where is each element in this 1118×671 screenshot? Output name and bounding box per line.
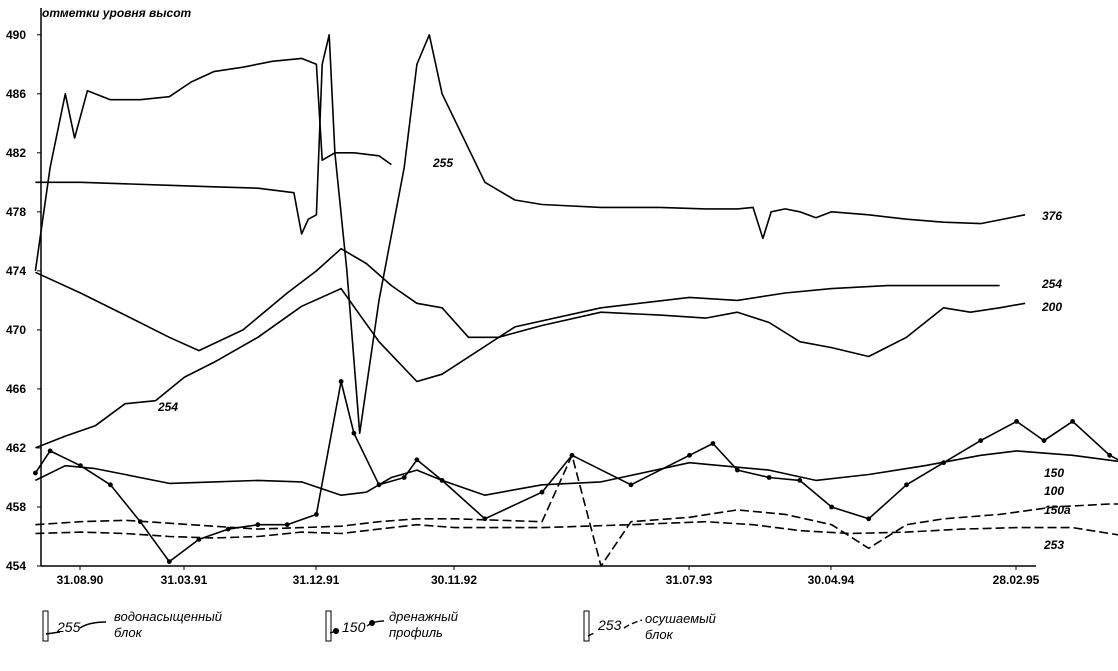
x-tick-label: 30.04.94	[808, 573, 855, 587]
series-point-150	[866, 516, 872, 522]
legend-text-253-line1: осушаемый	[645, 611, 716, 626]
legend-text-255-line2: блок	[114, 625, 143, 640]
y-tick-label: 486	[6, 87, 26, 101]
series-point-150	[166, 559, 172, 564]
legend-text-150-line1: дренажный	[389, 609, 458, 624]
series-tag-376: 376	[1042, 209, 1062, 223]
x-tick-label: 30.11.92	[431, 573, 477, 587]
series-line-150	[34, 380, 1118, 563]
series-point-150	[710, 441, 716, 446]
y-axis-ticks: 454 458 462 466 470 474 478 482 486 490	[6, 28, 41, 573]
y-tick-label: 478	[6, 205, 26, 219]
series-line-150а	[35, 454, 1118, 567]
x-tick-label: 31.08.90	[57, 573, 104, 587]
series-point-150	[904, 482, 909, 488]
y-tick-label: 474	[6, 264, 26, 278]
series-point-150	[1014, 419, 1019, 424]
series-point-150	[225, 526, 231, 532]
x-tick-label: 28.02.95	[993, 573, 1040, 587]
legend-text-255-line1: водонасыщенный	[114, 609, 222, 624]
series-line-255	[34, 57, 392, 272]
series-point-150	[628, 482, 634, 488]
legend-item-drained-block: 253 осушаемый блок	[583, 610, 716, 642]
series-point-150	[401, 475, 407, 480]
legend-num-253: 253	[597, 617, 622, 633]
chart-title: отметки уровня высот	[42, 6, 192, 20]
y-tick-label: 482	[6, 146, 26, 160]
series-point-150	[978, 438, 984, 443]
series-point-150	[735, 467, 740, 473]
series-point-150	[255, 522, 261, 528]
series-point-150	[314, 512, 319, 517]
series-point-150	[539, 489, 545, 495]
series-line-254	[35, 284, 1000, 449]
legend: 255 водонасыщенный блок 150 дренажный пр…	[42, 609, 716, 642]
series-line-100	[35, 450, 1118, 496]
legend-text-253-line2: блок	[645, 627, 674, 642]
series-point-150	[284, 522, 290, 528]
y-tick-label: 470	[6, 323, 26, 337]
series-point-150	[687, 452, 692, 458]
series-point-150	[1041, 438, 1047, 443]
series-tag-255: 255	[432, 156, 453, 170]
legend-text-150-line2: профиль	[389, 625, 443, 640]
series-tag-150: 150	[1044, 466, 1064, 480]
legend-num-255: 255	[56, 619, 81, 635]
series-point-150	[338, 379, 344, 384]
series-point-150	[351, 430, 357, 436]
series-layer	[33, 34, 1118, 567]
series-point-150	[766, 475, 772, 480]
series-tag-254-right: 254	[1041, 277, 1062, 291]
legend-item-water-block: 255 водонасыщенный блок	[42, 609, 222, 642]
series-point-150	[1070, 419, 1075, 424]
y-tick-label: 490	[6, 28, 26, 42]
series-point-150	[797, 478, 803, 483]
series-point-150	[414, 457, 420, 463]
series-tag-100: 100	[1044, 484, 1064, 498]
series-point-150	[1107, 452, 1113, 458]
x-axis-ticks: 31.08.90 31.03.91 31.12.91 30.11.92 31.07.93…	[57, 566, 1040, 587]
x-tick-label: 31.03.91	[161, 573, 208, 587]
series-tag-254-left: 254	[157, 400, 178, 414]
series-tag-150a: 150а	[1044, 503, 1071, 517]
series-tag-253: 253	[1043, 538, 1064, 552]
y-tick-label: 466	[6, 382, 26, 396]
series-point-150	[47, 448, 53, 454]
y-tick-label: 462	[6, 441, 26, 455]
series-line-253	[35, 520, 1118, 539]
x-tick-label: 31.07.93	[666, 573, 713, 587]
series-point-150	[829, 504, 834, 510]
series-point-150	[33, 470, 38, 476]
y-tick-label: 458	[6, 500, 26, 514]
legend-item-drainage-profile: 150 дренажный профиль	[325, 609, 458, 642]
series-tag-200: 200	[1041, 300, 1062, 314]
series-point-150	[108, 482, 113, 488]
x-tick-label: 31.12.91	[293, 573, 340, 587]
legend-num-150: 150	[342, 619, 366, 635]
series-line-376	[35, 34, 1026, 434]
series-line-200	[35, 247, 1026, 358]
y-tick-label: 454	[6, 559, 26, 573]
